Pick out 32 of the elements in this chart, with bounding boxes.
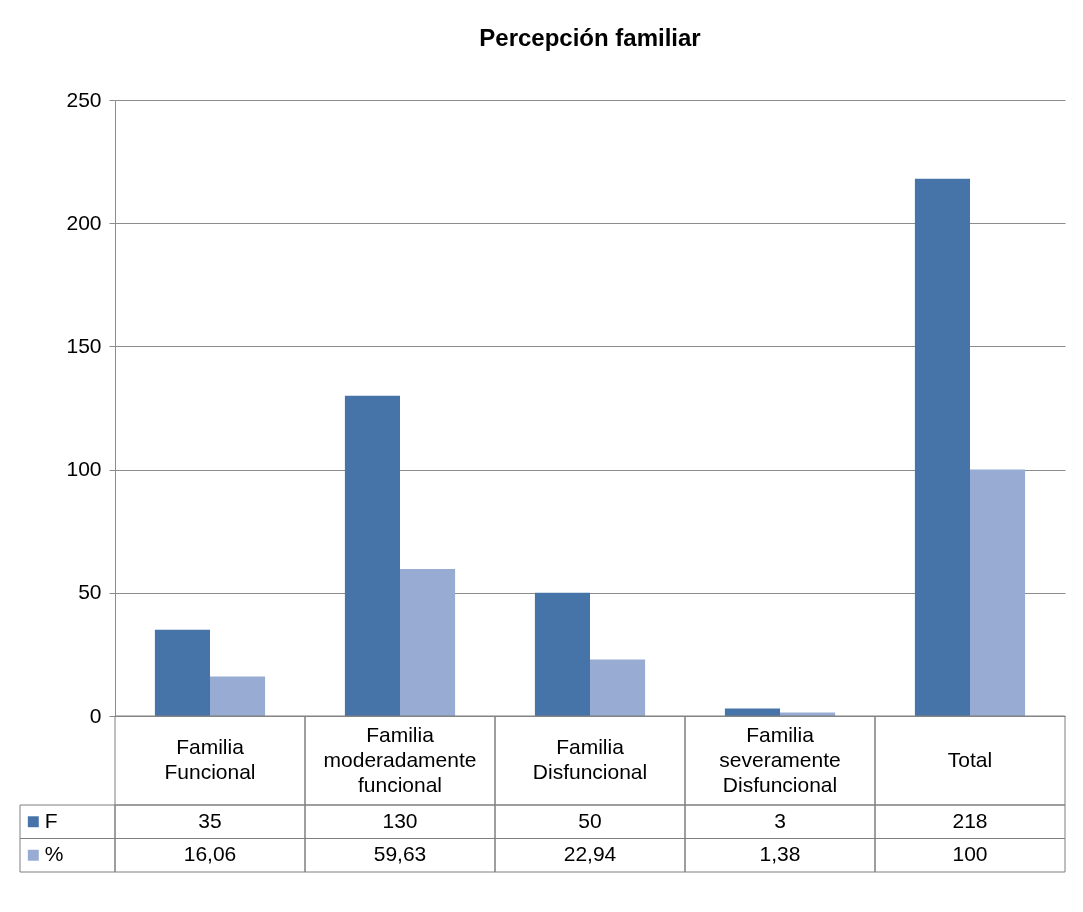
x-tick-label: Total	[947, 747, 993, 771]
bar	[534, 592, 590, 716]
legend-label: %	[44, 842, 64, 866]
data-label: 3	[774, 808, 786, 832]
bar	[400, 569, 456, 716]
y-tick-label: 0	[89, 703, 102, 727]
data-label: 50	[578, 808, 602, 832]
data-label: 35	[198, 808, 222, 832]
bar	[210, 676, 266, 716]
bar	[590, 659, 646, 716]
bar	[344, 395, 400, 716]
y-tick-label: 250	[66, 87, 102, 111]
legend-label: F	[44, 808, 58, 832]
bar	[970, 469, 1026, 716]
data-label: 1,38	[759, 842, 801, 866]
x-tick-label: Familia moderadamente funcional	[323, 722, 477, 796]
data-label: 130	[382, 808, 418, 832]
x-tick-label: Familia Disfuncional	[532, 735, 648, 783]
data-label: 100	[952, 842, 988, 866]
y-tick-label: 200	[66, 210, 102, 234]
bar	[914, 178, 970, 716]
y-tick-label: 150	[66, 333, 102, 357]
data-label: 16,06	[183, 842, 237, 866]
data-label: 59,63	[373, 842, 427, 866]
chart-title: Percepción familiar	[479, 24, 701, 51]
y-tick-label: 100	[66, 457, 102, 481]
data-label: 22,94	[563, 842, 617, 866]
x-tick-label: Familia Funcional	[164, 735, 256, 783]
y-tick-label: 50	[78, 580, 102, 604]
x-tick-label: Familia severamente Disfuncional	[719, 722, 841, 796]
data-label: 218	[952, 808, 988, 832]
bar	[154, 629, 210, 716]
